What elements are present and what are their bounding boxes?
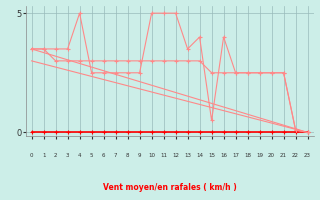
X-axis label: Vent moyen/en rafales ( km/h ): Vent moyen/en rafales ( km/h ) — [103, 183, 236, 192]
